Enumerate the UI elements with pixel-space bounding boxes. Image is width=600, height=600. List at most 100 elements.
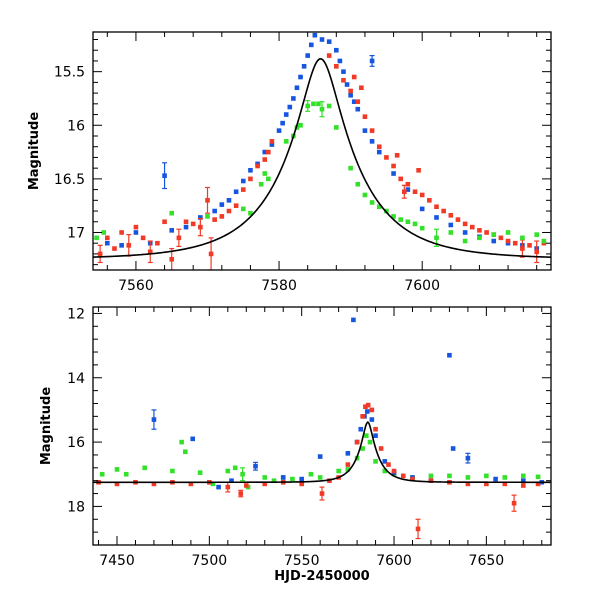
data-point [133,224,139,230]
data-point [169,228,175,233]
data-point [369,407,375,413]
data-point [240,206,246,212]
data-point [311,101,316,107]
data-point [412,221,418,227]
data-point [105,240,110,246]
data-point [394,152,400,158]
data-point [541,238,547,244]
data-point [391,163,396,169]
data-point [253,463,258,469]
data-point [355,106,361,112]
data-point [391,171,396,176]
data-point [415,526,421,532]
data-point [123,471,129,477]
data-point [348,88,353,94]
data-point [170,468,175,474]
data-point [373,426,378,432]
data-point [354,439,360,445]
data-point [386,462,391,467]
bottom-panel: 7450 7500 7550 7600 7650 12 14 16 18 Magnitude HJD… [39,306,552,584]
data-point [317,454,323,459]
x-tick-label: 7580 [261,278,297,294]
y-axis-label: Magnitude [39,387,54,466]
data-point [505,230,511,235]
data-point [142,465,148,471]
x-axis-label: HJD-2450000 [274,569,369,584]
y-axis-label: Magnitude [27,112,42,191]
data-point [450,446,456,451]
y-tick-label: 15.5 [54,65,85,81]
y-tick-label: 14 [67,371,85,387]
data-point [378,446,384,451]
data-point [348,92,353,98]
y-tick-label: 16.5 [54,172,85,188]
data-point [448,222,454,228]
data-point [535,474,541,480]
data-point [283,112,289,117]
data-point [465,455,471,461]
data-point [114,481,120,487]
data-point [262,171,268,176]
x-tick-label: 7650 [469,553,505,569]
x-tick-label: 7550 [284,553,320,569]
data-point [255,163,260,169]
data-point [434,204,439,210]
data-point [243,483,249,488]
data-point [114,467,120,472]
data-point [299,476,304,482]
data-point [405,187,411,192]
plot-area [93,317,551,540]
y-tick-label: 16 [67,118,85,134]
data-point [362,128,368,133]
data-point [520,483,526,488]
data-point [225,484,231,490]
data-point [262,475,268,480]
data-point [162,219,167,225]
data-point [233,203,239,208]
data-point [369,417,375,422]
data-point [238,491,244,496]
data-point [434,215,439,220]
data-point [405,219,411,225]
series-blue [105,32,539,251]
data-point [334,47,339,53]
data-point [341,69,346,74]
data-point [384,208,389,214]
data-point [226,198,232,203]
data-point [448,230,454,235]
data-point [376,149,382,155]
data-point [190,221,196,227]
data-point [291,96,296,101]
data-point [305,53,310,58]
data-point [176,235,182,241]
data-point [280,120,285,126]
data-point [225,468,231,474]
data-point [248,167,253,173]
data-point [269,139,275,144]
data-point [427,198,432,203]
data-point [469,224,475,230]
data-point [308,42,314,48]
x-tick-label: 7600 [404,278,440,294]
data-point [465,481,471,487]
plot-area [93,32,551,270]
data-point [258,181,264,187]
data-point [527,243,532,248]
data-point [183,224,189,230]
data-point [447,473,452,479]
data-point [410,476,415,482]
data-point [287,104,293,110]
data-point [428,478,434,483]
data-point [405,181,411,187]
data-point [216,484,221,490]
data-point [262,157,268,162]
x-tick-label: 7450 [99,553,135,569]
data-point [419,192,425,198]
data-point [502,475,508,480]
data-point [212,208,217,214]
data-point [188,481,194,487]
data-point [162,173,167,178]
data-point [240,187,246,192]
data-point [219,214,225,219]
y-tick-label: 18 [67,499,85,515]
